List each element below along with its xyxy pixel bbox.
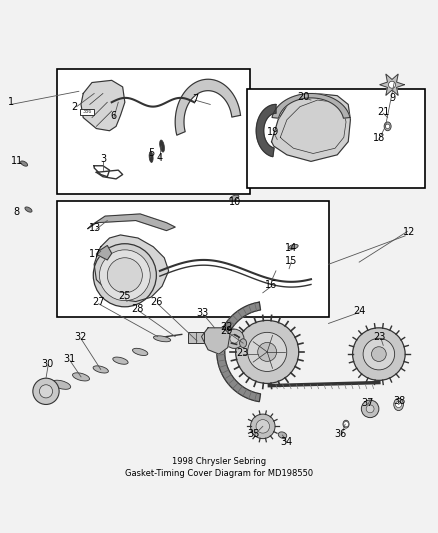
- Ellipse shape: [25, 207, 32, 212]
- Circle shape: [256, 419, 269, 433]
- Polygon shape: [201, 328, 230, 354]
- Text: 20: 20: [297, 92, 310, 102]
- Bar: [57, 201, 328, 317]
- Circle shape: [361, 400, 379, 418]
- Circle shape: [39, 385, 53, 398]
- Text: 29: 29: [221, 326, 233, 336]
- Circle shape: [363, 338, 395, 370]
- Circle shape: [371, 347, 386, 361]
- Text: 1998 Chrysler Sebring
Gasket-Timing Cover Diagram for MD198550: 1998 Chrysler Sebring Gasket-Timing Cove…: [125, 457, 313, 478]
- Ellipse shape: [240, 339, 247, 348]
- Circle shape: [385, 124, 390, 128]
- Ellipse shape: [149, 151, 153, 163]
- Polygon shape: [380, 74, 404, 95]
- Circle shape: [247, 333, 287, 372]
- Text: 16: 16: [265, 280, 278, 290]
- Text: 4: 4: [157, 153, 163, 163]
- Text: 386: 386: [82, 109, 92, 115]
- Text: 34: 34: [280, 437, 292, 447]
- Polygon shape: [217, 302, 261, 402]
- Circle shape: [258, 342, 277, 361]
- Text: 32: 32: [74, 333, 86, 343]
- Bar: [247, 89, 425, 188]
- Circle shape: [230, 334, 239, 343]
- Ellipse shape: [153, 336, 171, 342]
- Text: 35: 35: [247, 429, 259, 439]
- Text: 23: 23: [374, 333, 386, 343]
- Text: 21: 21: [377, 107, 389, 117]
- Text: 14: 14: [285, 243, 297, 253]
- Text: 30: 30: [41, 359, 53, 369]
- Text: 31: 31: [63, 354, 75, 365]
- Text: 18: 18: [373, 133, 385, 143]
- Polygon shape: [96, 246, 112, 260]
- Text: 37: 37: [361, 398, 373, 408]
- Text: 36: 36: [335, 429, 347, 439]
- Circle shape: [236, 320, 299, 383]
- Polygon shape: [94, 235, 169, 302]
- Text: 28: 28: [131, 304, 143, 314]
- Text: 8: 8: [14, 207, 20, 217]
- Circle shape: [99, 250, 150, 301]
- Ellipse shape: [343, 420, 349, 428]
- Bar: [188, 332, 204, 343]
- Bar: [57, 69, 250, 194]
- Text: 11: 11: [11, 156, 23, 166]
- Text: 10: 10: [229, 197, 241, 207]
- Circle shape: [389, 81, 396, 88]
- Polygon shape: [175, 79, 240, 135]
- Text: 19: 19: [267, 127, 279, 136]
- Ellipse shape: [278, 432, 287, 438]
- Text: 7: 7: [193, 94, 199, 104]
- Text: 5: 5: [148, 149, 154, 158]
- Ellipse shape: [133, 348, 148, 356]
- Text: 23: 23: [236, 348, 248, 358]
- Bar: [80, 109, 94, 115]
- Polygon shape: [81, 80, 125, 131]
- Text: 26: 26: [151, 297, 163, 308]
- Text: 3: 3: [100, 154, 106, 164]
- Text: 15: 15: [285, 256, 297, 266]
- Ellipse shape: [230, 195, 239, 200]
- Circle shape: [107, 258, 142, 293]
- Polygon shape: [88, 214, 175, 231]
- Text: 9: 9: [389, 93, 395, 103]
- Circle shape: [225, 329, 244, 349]
- Ellipse shape: [73, 373, 89, 381]
- Circle shape: [33, 378, 59, 405]
- Circle shape: [366, 405, 374, 413]
- Circle shape: [93, 244, 156, 307]
- Text: 33: 33: [197, 309, 209, 318]
- Polygon shape: [256, 104, 276, 157]
- Ellipse shape: [113, 357, 128, 364]
- Circle shape: [353, 328, 405, 381]
- Circle shape: [396, 401, 402, 408]
- Circle shape: [343, 422, 349, 427]
- Polygon shape: [272, 93, 350, 118]
- Text: 24: 24: [353, 306, 365, 316]
- Ellipse shape: [384, 122, 391, 131]
- Text: 25: 25: [119, 291, 131, 301]
- Text: 13: 13: [89, 223, 102, 233]
- Text: 6: 6: [111, 111, 117, 122]
- Text: 12: 12: [403, 228, 416, 237]
- Text: 2: 2: [71, 102, 78, 111]
- Ellipse shape: [52, 380, 71, 389]
- Text: 38: 38: [394, 396, 406, 406]
- Text: 1: 1: [8, 97, 14, 107]
- Circle shape: [251, 414, 275, 439]
- Ellipse shape: [394, 398, 403, 410]
- Ellipse shape: [21, 161, 28, 166]
- Ellipse shape: [93, 366, 108, 373]
- Polygon shape: [272, 93, 350, 161]
- Text: 27: 27: [92, 297, 105, 308]
- Text: 17: 17: [89, 249, 102, 259]
- Ellipse shape: [160, 140, 164, 152]
- Ellipse shape: [289, 244, 298, 249]
- Text: 22: 22: [221, 321, 233, 332]
